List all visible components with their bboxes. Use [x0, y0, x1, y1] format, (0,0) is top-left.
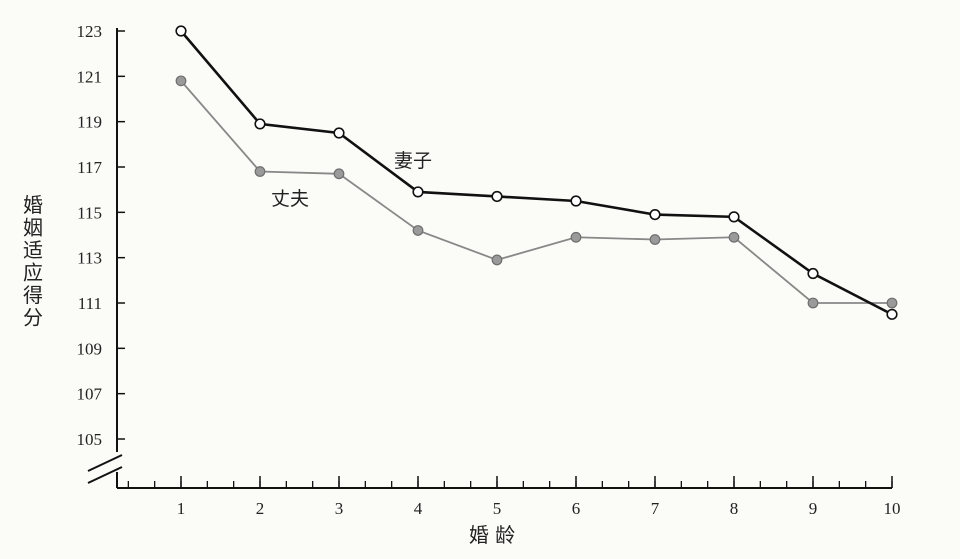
series-layer [176, 26, 897, 319]
y-axis-title-char: 婚 [23, 193, 43, 217]
data-point [334, 169, 344, 179]
data-point [413, 226, 423, 236]
data-point [887, 310, 897, 320]
data-point [650, 210, 660, 220]
y-tick-label: 121 [77, 67, 103, 86]
data-point [492, 192, 502, 202]
x-axis-title: 婚 龄 [469, 523, 515, 547]
x-tick-label: 7 [651, 499, 660, 518]
y-tick-label: 117 [77, 158, 102, 177]
x-tick-label: 10 [884, 499, 901, 518]
y-axis-title-char: 应 [23, 261, 43, 285]
y-axis-title-char: 适 [23, 238, 43, 262]
data-point [492, 255, 502, 265]
y-tick-label: 109 [77, 339, 103, 358]
y-tick-label: 113 [77, 249, 102, 268]
x-tick-label: 8 [730, 499, 739, 518]
y-tick-label: 111 [78, 294, 102, 313]
data-point [571, 232, 581, 242]
x-tick-label: 1 [177, 499, 186, 518]
series-label-wife: 妻子 [394, 150, 432, 172]
data-point [334, 128, 344, 138]
y-tick-label: 119 [77, 113, 102, 132]
x-tick-label: 2 [256, 499, 265, 518]
y-axis-title-char: 分 [23, 306, 43, 330]
x-tick-label: 3 [335, 499, 344, 518]
x-tick-label: 4 [414, 499, 423, 518]
data-point [808, 269, 818, 279]
data-point [255, 167, 265, 177]
y-axis-title-char: 得 [23, 283, 43, 307]
y-tick-label: 115 [77, 203, 102, 222]
series-label-husband: 丈夫 [271, 188, 309, 210]
data-point [176, 76, 186, 86]
data-point [650, 235, 660, 245]
data-point [808, 298, 818, 308]
data-point [255, 119, 265, 129]
data-point [729, 212, 739, 222]
y-tick-label: 105 [77, 430, 103, 449]
x-ticks: 1 2 3 4 5 6 7 8 9 10 [128, 476, 900, 518]
data-point [571, 196, 581, 206]
data-point [176, 26, 186, 36]
y-tick-label: 107 [77, 385, 103, 404]
x-tick-label: 9 [809, 499, 818, 518]
data-point [413, 187, 423, 197]
x-tick-label: 6 [572, 499, 581, 518]
data-point [729, 232, 739, 242]
y-axis-title-char: 姻 [23, 216, 43, 240]
x-tick-label: 5 [493, 499, 502, 518]
y-tick-label: 123 [77, 22, 103, 41]
data-point [887, 298, 897, 308]
